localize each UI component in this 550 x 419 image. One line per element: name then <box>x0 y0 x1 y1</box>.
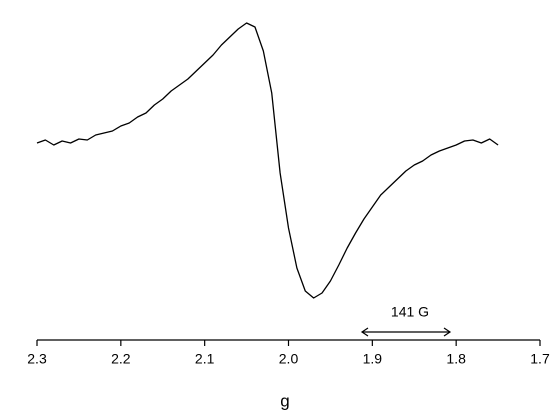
annotation: 141 G <box>391 304 429 320</box>
x-tick-label: 2.2 <box>111 351 131 367</box>
x-tick-label: 1.9 <box>363 351 383 367</box>
x-tick-label: 2.0 <box>279 351 299 367</box>
x-tick-label: 1.7 <box>530 351 550 367</box>
x-tick-label: 1.8 <box>446 351 466 367</box>
x-axis-label: g <box>280 391 289 410</box>
spectrum-line <box>36 22 499 299</box>
annotation-arrow <box>360 327 452 337</box>
x-tick-label: 2.3 <box>27 351 47 367</box>
x-tick-label: 2.1 <box>195 351 215 367</box>
